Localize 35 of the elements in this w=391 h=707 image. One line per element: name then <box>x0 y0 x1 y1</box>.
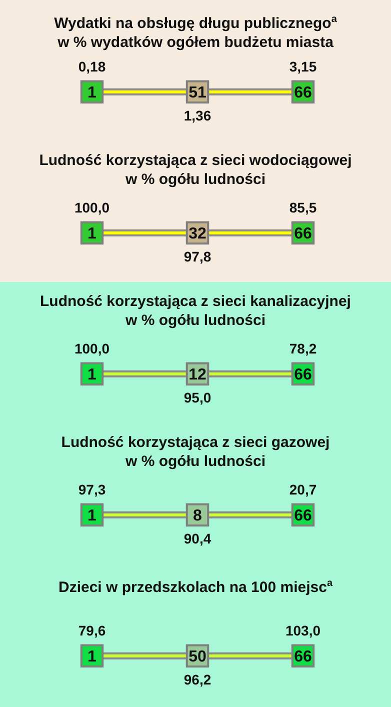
data-label: 90,4 <box>184 530 212 547</box>
data-label: 3,15 <box>289 58 317 75</box>
data-label: 20,7 <box>289 482 317 498</box>
data-label: 78,2 <box>289 340 317 357</box>
category-label: 66 <box>294 366 312 384</box>
data-label: 96,2 <box>184 672 212 688</box>
data-label: 85,5 <box>289 200 317 216</box>
category-label: 50 <box>188 648 206 666</box>
category-label: 1 <box>88 507 97 524</box>
data-label: 0,18 <box>78 58 106 75</box>
data-label: 97,8 <box>184 248 212 265</box>
category-label: 1 <box>88 648 97 666</box>
data-label: 100,0 <box>74 200 110 216</box>
category-label: 66 <box>294 225 312 242</box>
category-label: 1 <box>88 84 97 102</box>
category-label: 66 <box>294 507 312 524</box>
category-label: 51 <box>188 84 206 102</box>
text: Wydatki na obsługę długu publicznego$^{a}$ w % wydatków ogółem budżetu miasta <box>53 13 338 53</box>
category-label: 66 <box>294 84 312 102</box>
category-label: 8 <box>193 507 202 524</box>
data-label: 79,6 <box>78 622 106 639</box>
data-label: 100,0 <box>74 340 110 357</box>
text: Ludność korzystająca z sieci kanalizacyjnej w % ogółu ludności <box>39 292 352 331</box>
text: Dzieci w przedszkolach na 100 miejsc$^{a}$ <box>57 577 334 598</box>
data-label: 95,0 <box>184 390 212 406</box>
category-label: 1 <box>88 225 97 242</box>
category-label: 32 <box>188 225 206 242</box>
category-label: 1 <box>88 366 97 384</box>
data-label: 103,0 <box>285 622 321 639</box>
text: Ludność korzystająca z sieci wodociągowej w % ogółu ludności <box>38 151 353 190</box>
text: Ludność korzystająca z sieci gazowej w % ogółu ludności <box>60 433 331 472</box>
category-label: 66 <box>294 648 312 666</box>
data-label: 1,36 <box>184 108 212 124</box>
data-label: 97,3 <box>78 482 106 498</box>
category-label: 12 <box>188 366 206 384</box>
